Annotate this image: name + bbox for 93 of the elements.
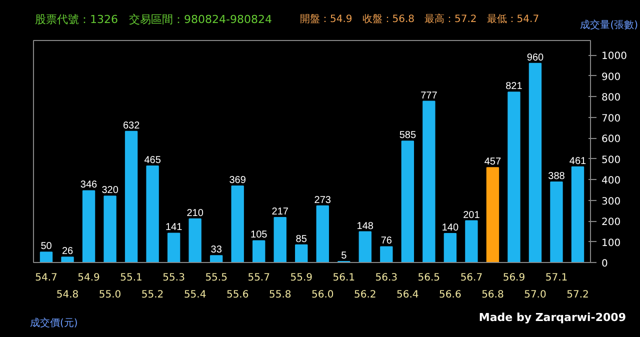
data-label: 76 — [380, 236, 392, 247]
text: Made by Zarqarwi-2009 — [478, 310, 626, 326]
bar — [210, 255, 223, 262]
bar — [167, 232, 180, 262]
bar — [124, 130, 138, 262]
x-tick-label: 54.8 — [56, 290, 79, 300]
bar — [146, 166, 159, 262]
bar — [295, 244, 308, 262]
data-label: 320 — [102, 185, 119, 196]
x-tick-label: 55.9 — [290, 272, 313, 284]
data-label: 465 — [144, 155, 162, 166]
y-tick-label: 300 — [602, 196, 621, 208]
bar — [188, 218, 202, 262]
y-tick-label: 800 — [602, 92, 621, 104]
bar — [40, 252, 53, 262]
data-label: 960 — [526, 52, 544, 64]
data-label: 50 — [40, 241, 52, 252]
bar — [401, 140, 414, 262]
x-tick-label: 56.6 — [439, 290, 462, 300]
x-tick-label: 56.0 — [311, 290, 334, 300]
x-tick-label: 56.5 — [418, 272, 440, 284]
x-tick-label: 57.2 — [566, 290, 589, 300]
data-label: 461 — [569, 156, 587, 167]
data-label: 777 — [420, 90, 438, 102]
x-tick-label: 54.7 — [35, 272, 58, 284]
data-label: 201 — [463, 210, 480, 221]
bar — [316, 205, 329, 262]
data-label: 388 — [548, 171, 566, 182]
x-tick-label: 55.4 — [184, 290, 206, 300]
y-tick-label: 700 — [602, 113, 621, 124]
y-tick-label: 500 — [602, 154, 621, 166]
data-label: 26 — [62, 246, 74, 258]
y-axis-title: 成交量(張數) — [580, 19, 638, 33]
data-label: 821 — [506, 81, 523, 92]
bar — [528, 62, 542, 262]
x-tick-label: 56.1 — [332, 272, 356, 284]
bar — [465, 220, 478, 262]
bar — [571, 166, 584, 262]
y-tick-label: 900 — [602, 72, 621, 83]
data-label: 33 — [210, 244, 222, 256]
x-tick-label: 56.3 — [375, 272, 398, 284]
x-tick-label: 55.5 — [205, 272, 228, 284]
x-tick-label: 55.2 — [141, 290, 164, 300]
data-label: 140 — [442, 222, 459, 234]
x-tick-label: 56.9 — [502, 272, 526, 284]
bar — [358, 231, 372, 262]
x-tick-label: 57.0 — [524, 290, 546, 300]
x-tick-label: 55.6 — [226, 290, 249, 300]
x-tick-label: 56.7 — [460, 272, 483, 284]
x-tick-label: 55.3 — [162, 272, 185, 284]
bar — [444, 232, 457, 262]
bar — [422, 100, 436, 262]
bar — [61, 256, 74, 262]
x-tick-label: 55.7 — [248, 272, 270, 284]
x-tick-label: 57.1 — [545, 272, 568, 284]
data-label: 346 — [80, 180, 98, 191]
y-tick-label: 100 — [602, 238, 621, 249]
bar — [380, 246, 393, 262]
data-label: 148 — [356, 220, 374, 232]
bar — [508, 92, 520, 262]
data-label: 273 — [314, 194, 332, 206]
x-tick-label: 56.4 — [396, 290, 419, 300]
chart-subtitle: 開盤：54.9 收盤：56.8 最高：57.2 最低：54.7 — [300, 13, 540, 27]
data-label: 5 — [341, 250, 348, 262]
data-label: 369 — [229, 174, 246, 186]
chart-title: 股票代號：1326 交易區間：980824-980824 — [35, 12, 272, 28]
x-tick-label: 54.9 — [78, 272, 100, 284]
x-tick-label: 55.1 — [120, 272, 142, 284]
data-label: 105 — [250, 230, 268, 241]
data-label: 585 — [399, 130, 416, 142]
x-tick-label: 56.8 — [482, 290, 504, 300]
y-tick-label: 1000 — [602, 51, 627, 62]
data-label: 141 — [165, 222, 183, 234]
data-label: 210 — [186, 208, 204, 219]
y-tick-label: 0 — [602, 258, 608, 270]
data-label: 85 — [296, 234, 308, 245]
bar — [486, 167, 500, 262]
bar — [550, 182, 563, 262]
bar — [104, 196, 116, 262]
data-label: 457 — [484, 156, 502, 168]
bar — [274, 216, 286, 262]
y-tick-label: 400 — [602, 176, 621, 187]
y-tick-label: 200 — [602, 217, 621, 228]
bar — [82, 190, 96, 262]
x-tick-label: 55.0 — [98, 290, 122, 300]
x-tick-label: 55.8 — [268, 290, 292, 300]
bar — [252, 240, 266, 262]
x-axis-title: 成交價(元) — [30, 317, 78, 331]
y-tick-label: 600 — [602, 134, 621, 146]
data-label: 217 — [272, 206, 289, 218]
data-label: 632 — [122, 120, 140, 132]
x-tick-label: 56.2 — [354, 290, 376, 300]
bar — [231, 185, 244, 262]
